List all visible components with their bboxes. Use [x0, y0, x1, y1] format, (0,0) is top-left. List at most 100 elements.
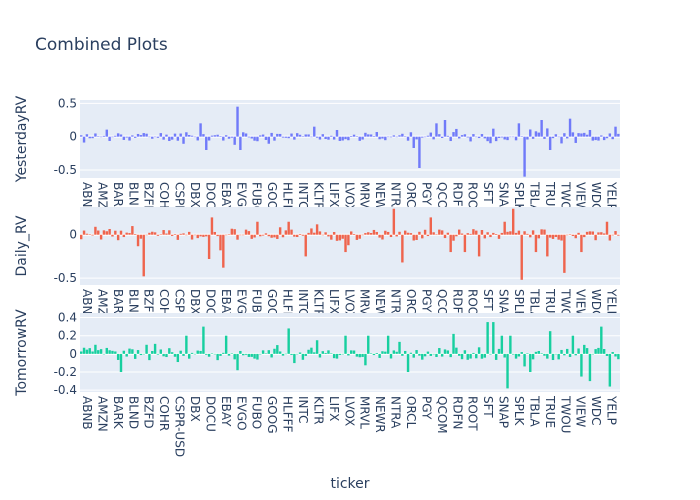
y-axis-title: YesterdayRV [14, 95, 30, 183]
bar [216, 353, 219, 361]
bar [298, 234, 302, 235]
x-tick-label: DBX [188, 289, 202, 315]
bar [378, 136, 381, 140]
bar [608, 353, 612, 387]
x-tick-label: BARK [111, 396, 125, 430]
bar [284, 230, 288, 235]
bar [153, 136, 157, 138]
bar [170, 234, 174, 236]
bar [469, 233, 472, 235]
bar [108, 136, 111, 141]
bar [384, 230, 387, 235]
x-tick-label: EBAY [219, 289, 233, 320]
bar [156, 136, 160, 138]
bar [486, 232, 489, 235]
bar [571, 132, 575, 137]
bar [514, 136, 518, 141]
x-tick-label: LIFX [327, 396, 341, 421]
bar [497, 136, 501, 138]
chart-title: Combined Plots [35, 35, 168, 55]
bar [523, 353, 526, 367]
bar [185, 234, 188, 236]
x-tick-label: VIEW [574, 396, 588, 427]
x-tick-label: TRUE [543, 395, 557, 428]
bar [534, 131, 538, 137]
bar [301, 353, 305, 360]
bar [335, 130, 339, 137]
bar [452, 333, 455, 354]
bar [91, 136, 94, 139]
bar [105, 231, 108, 235]
bar [557, 136, 560, 138]
y-tick-label: 0 [69, 130, 77, 144]
bar [136, 350, 140, 354]
bar [369, 353, 373, 354]
bar [338, 136, 342, 141]
bar [364, 132, 367, 137]
bar [358, 136, 361, 141]
bar [460, 233, 464, 235]
bar [449, 136, 452, 142]
bar [179, 350, 182, 354]
bar [566, 234, 569, 236]
bar [80, 234, 83, 240]
x-tick-label: FUBO [250, 396, 264, 429]
x-tick-label: DBX [188, 396, 202, 422]
bar [577, 133, 580, 137]
bar [151, 231, 154, 235]
bar [327, 350, 330, 354]
bar [247, 353, 251, 357]
y-tick-label: 0 [69, 347, 77, 361]
bar [324, 353, 327, 354]
bar [281, 234, 285, 238]
bar [247, 231, 251, 235]
bar [151, 136, 154, 139]
bar [162, 353, 165, 357]
bar [372, 229, 376, 235]
bar [577, 348, 580, 354]
bar [94, 133, 97, 137]
bar [531, 353, 535, 360]
bar [540, 120, 543, 137]
bar [560, 349, 563, 354]
bar [378, 353, 381, 358]
bar [216, 134, 219, 137]
bar [313, 232, 316, 235]
bar [466, 353, 469, 360]
bar [122, 136, 126, 140]
bar [426, 135, 430, 137]
bar [398, 341, 401, 354]
bar [423, 353, 427, 357]
bar [224, 335, 228, 354]
bar [546, 353, 549, 359]
bar [395, 234, 398, 237]
bar [148, 136, 151, 138]
bar [88, 348, 91, 354]
bar [145, 234, 148, 236]
x-tick-label: VIEW [574, 289, 588, 320]
bar [273, 136, 276, 141]
bar [494, 136, 498, 142]
bar [375, 353, 378, 354]
bar [520, 352, 523, 354]
bar [205, 234, 208, 237]
x-tick-label: BLND [126, 182, 140, 215]
bar [134, 353, 137, 359]
bar [591, 231, 594, 235]
bar [583, 344, 586, 354]
bar [293, 353, 296, 364]
bar [310, 347, 313, 354]
bar [551, 136, 555, 139]
bar [529, 129, 532, 137]
bar [563, 353, 566, 356]
bar [614, 231, 617, 235]
bar [386, 231, 390, 235]
bar [557, 353, 560, 360]
bar [250, 234, 253, 239]
bar [480, 230, 484, 235]
bar [554, 234, 558, 237]
y-tick-label: 0.5 [58, 96, 77, 110]
bar [574, 234, 577, 239]
bar [389, 234, 393, 238]
